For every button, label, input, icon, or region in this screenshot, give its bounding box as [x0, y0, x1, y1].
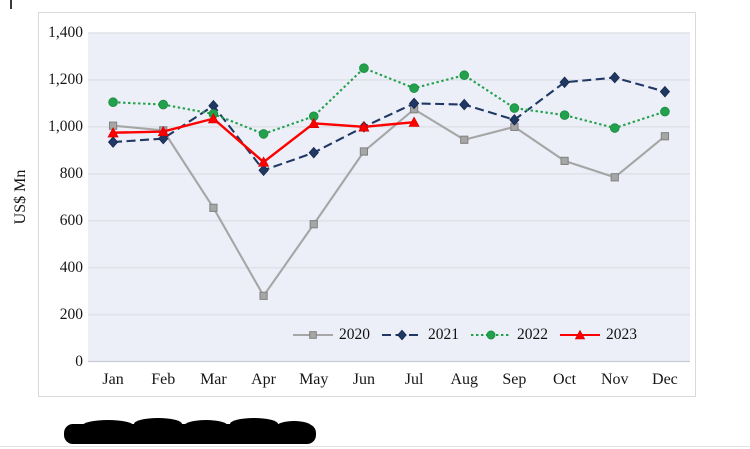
legend-item-2021: 2021 [381, 325, 459, 344]
y-tick-label: 800 [59, 164, 83, 182]
y-tick-label: 1,000 [48, 117, 83, 135]
x-tick-label: Apr [251, 371, 277, 388]
legend-item-2022: 2022 [470, 325, 548, 344]
legend-label: 2023 [606, 326, 637, 343]
x-tick-label: Jul [404, 371, 424, 388]
legend-label: 2021 [428, 326, 459, 343]
x-tick-label: May [299, 371, 329, 388]
x-tick-label: Feb [151, 371, 176, 388]
legend-item-2020: 2020 [292, 325, 370, 344]
x-tick-label: Jun [352, 371, 376, 388]
y-tick-label: 600 [59, 211, 83, 229]
y-tick-label: 1,400 [48, 24, 83, 41]
legend-swatch-triangle-icon [560, 329, 600, 339]
legend-label: 2020 [339, 326, 370, 343]
x-tick-label: Nov [600, 371, 629, 388]
x-tick-label: Mar [200, 371, 227, 388]
legend: 2020 2021 2022 2023 [292, 325, 637, 344]
legend-swatch-circle-icon [471, 330, 511, 339]
x-tick-label: Sep [502, 371, 527, 388]
y-tick-label: 400 [59, 258, 83, 276]
plot-area [88, 33, 690, 362]
redacted-source-bar [64, 418, 316, 444]
y-tick-label: 200 [59, 305, 83, 323]
x-tick-label: Oct [553, 371, 577, 388]
legend-item-2023: 2023 [559, 325, 637, 344]
stray-cursor-mark [10, 0, 12, 9]
x-tick-label: Dec [652, 371, 678, 388]
legend-label: 2022 [517, 326, 548, 343]
x-tick-label: Jan [102, 371, 124, 388]
y-tick-label: 1,200 [48, 70, 83, 88]
y-tick-label: 0 [75, 352, 83, 370]
legend-swatch-square-icon [293, 330, 333, 339]
legend-swatch-diamond-icon [382, 329, 422, 340]
x-tick-label: Aug [450, 371, 479, 388]
screenshot-bottom-edge [0, 446, 750, 447]
